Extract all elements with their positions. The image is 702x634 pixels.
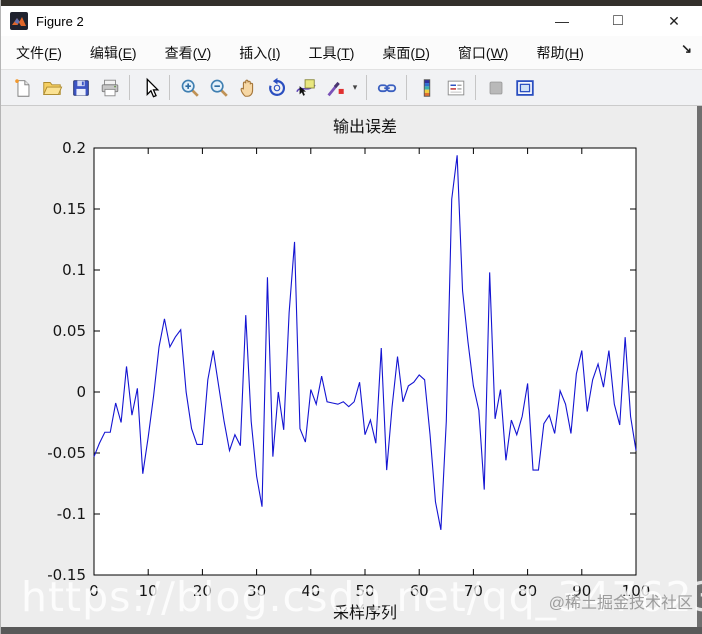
data-cursor-button[interactable]	[291, 74, 320, 101]
new-file-icon	[14, 78, 29, 97]
brush-button[interactable]	[320, 74, 349, 101]
y-tick-label: -0.1	[57, 505, 86, 523]
zoom-out-button[interactable]	[204, 74, 233, 101]
insert-legend-button[interactable]	[441, 74, 470, 101]
x-tick-label: 0	[89, 582, 99, 600]
toolbar-separator	[129, 75, 130, 100]
close-button[interactable]: ✕	[668, 12, 680, 29]
brush-menu-caret[interactable]: ▾	[352, 82, 358, 92]
matlab-logo-icon	[10, 12, 28, 30]
x-tick-label: 60	[410, 582, 429, 600]
x-tick-label: 90	[572, 582, 591, 600]
brush-icon	[327, 81, 344, 96]
window-title: Figure 2	[36, 13, 84, 29]
y-tick-label: 0.05	[53, 322, 86, 340]
toolbar: ▾	[1, 69, 702, 106]
link-chain-icon	[377, 83, 396, 92]
menu-help[interactable]: 帮助(H)	[536, 44, 584, 61]
datatip-icon	[295, 78, 316, 96]
x-tick-label: 100	[622, 582, 651, 600]
pan-button[interactable]	[233, 74, 262, 101]
window-top-edge	[1, 0, 702, 6]
y-tick-label: -0.15	[47, 566, 86, 584]
axes-box	[93, 147, 637, 576]
plot-title: 输出误差	[332, 119, 397, 136]
colorbar-icon	[423, 78, 430, 97]
plot-canvas[interactable]: 0 10 20 30 40 50 60 70 80 90 100 -0.15 -0.1 -0.05 0 0.0…	[1, 106, 702, 634]
x-tick-label: 70	[464, 582, 483, 600]
toolbar-separator	[475, 75, 476, 100]
menu-view[interactable]: 查看(V)	[164, 44, 212, 61]
y-tick-label: 0.1	[62, 261, 86, 279]
y-tick-label: 0.15	[53, 200, 86, 218]
x-tick-label: 20	[193, 582, 212, 600]
maximize-button[interactable]: □	[613, 12, 623, 29]
window-controls: — □ ✕	[534, 6, 702, 36]
open-folder-icon	[42, 81, 62, 95]
minimize-button[interactable]: —	[555, 13, 569, 29]
toolbar-separator	[406, 75, 407, 100]
x-tick-label: 80	[518, 582, 537, 600]
toolbar-separator	[169, 75, 170, 100]
save-figure-button[interactable]	[66, 74, 95, 101]
menu-overflow-arrow-icon[interactable]: ↘	[681, 41, 692, 56]
hand-pan-icon	[240, 79, 253, 97]
print-figure-button[interactable]	[95, 74, 124, 101]
dock-window-icon	[515, 79, 534, 96]
edit-cursor-button[interactable]	[135, 74, 164, 101]
error-line-series	[93, 155, 637, 530]
menu-insert[interactable]: 插入(I)	[239, 44, 281, 61]
title-bar: Figure 2 — □ ✕	[1, 6, 702, 36]
open-file-button[interactable]	[37, 74, 66, 101]
legend-icon	[447, 80, 464, 95]
toolbar-separator	[366, 75, 367, 100]
x-tick-label: 10	[139, 582, 158, 600]
zoom-out-icon	[210, 79, 228, 97]
x-tick-label: 50	[355, 582, 374, 600]
dock-figure-button[interactable]	[510, 74, 539, 101]
rotate-3d-button[interactable]	[262, 74, 291, 101]
rotate-3d-icon	[268, 77, 285, 96]
y-tick-label: 0.2	[62, 139, 86, 157]
y-tick-label: -0.05	[47, 444, 86, 462]
menu-tools[interactable]: 工具(T)	[308, 44, 355, 61]
zoom-in-button[interactable]	[175, 74, 204, 101]
menu-bar: 文件(F) 编辑(E) 查看(V) 插入(I) 工具(T) 桌面(D) 窗口(W…	[1, 36, 702, 69]
menu-window[interactable]: 窗口(W)	[457, 44, 509, 61]
y-tick-label: 0	[76, 383, 86, 401]
disabled-button	[481, 74, 510, 101]
zoom-in-icon	[181, 79, 199, 97]
menu-edit[interactable]: 编辑(E)	[89, 44, 137, 61]
link-plot-button[interactable]	[372, 74, 401, 101]
disabled-square-icon	[489, 81, 502, 94]
x-tick-label: 30	[247, 582, 266, 600]
x-axis-label: 采样序列	[332, 605, 397, 622]
new-figure-button[interactable]	[8, 74, 37, 101]
menu-file[interactable]: 文件(F)	[16, 44, 62, 61]
window-right-edge	[697, 106, 702, 627]
save-floppy-icon	[72, 79, 89, 96]
window-bottom-edge	[1, 627, 702, 634]
x-tick-label: 40	[301, 582, 320, 600]
menu-desktop[interactable]: 桌面(D)	[382, 44, 430, 61]
printer-icon	[101, 79, 118, 96]
insert-colorbar-button[interactable]	[412, 74, 441, 101]
arrow-cursor-icon	[146, 77, 159, 98]
